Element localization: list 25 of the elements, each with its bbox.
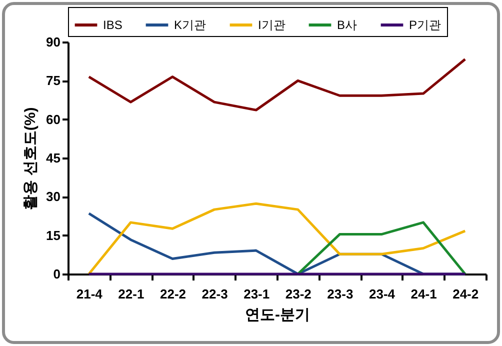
- legend-label: P기관: [409, 18, 442, 32]
- y-tick-label: 0: [53, 266, 60, 282]
- y-tick-label: 15: [46, 228, 60, 243]
- x-axis-title: 연도-분기: [245, 306, 310, 324]
- y-axis-title: 활용 선호도(%): [22, 107, 40, 210]
- x-tick-label: 23-1: [244, 286, 270, 302]
- line-series: [88, 58, 466, 112]
- x-tick-label: 23-4: [368, 286, 396, 302]
- legend-label: B사: [337, 18, 358, 32]
- x-tick-label: 23-3: [327, 286, 354, 302]
- x-tick-label: 24-1: [410, 286, 437, 302]
- legend-label: K기관: [174, 18, 206, 32]
- y-tick-label: 75: [46, 73, 60, 88]
- y-tick-label: 30: [46, 189, 60, 204]
- x-tick-label: 24-2: [452, 286, 479, 302]
- y-tick-label: 45: [46, 150, 60, 166]
- x-tick-label: 21-4: [76, 286, 104, 302]
- x-tick-label: 22-2: [160, 286, 186, 302]
- x-tick-label: 22-3: [202, 286, 228, 302]
- y-tick-label: 90: [46, 34, 60, 50]
- x-tick-label: 23-2: [285, 286, 312, 302]
- y-tick-label: 60: [46, 112, 60, 127]
- x-tick-label: 22-1: [118, 286, 144, 302]
- legend-label: I기관: [258, 18, 286, 32]
- legend-label: IBS: [103, 18, 122, 32]
